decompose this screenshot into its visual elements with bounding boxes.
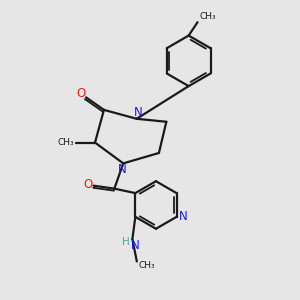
Text: CH₃: CH₃	[58, 138, 74, 147]
Text: N: N	[130, 239, 139, 252]
Text: N: N	[179, 210, 188, 224]
Text: CH₃: CH₃	[200, 12, 217, 21]
Text: N: N	[134, 106, 142, 119]
Text: CH₃: CH₃	[138, 260, 155, 269]
Text: N: N	[117, 164, 126, 176]
Text: O: O	[77, 87, 86, 100]
Text: O: O	[84, 178, 93, 191]
Text: H: H	[122, 237, 130, 247]
